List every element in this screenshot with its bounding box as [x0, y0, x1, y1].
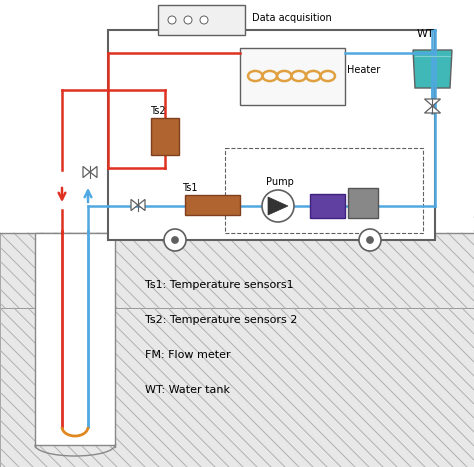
Bar — [35, 233, 115, 445]
Bar — [348, 188, 378, 218]
Circle shape — [184, 16, 192, 24]
Text: Data acquisition: Data acquisition — [252, 13, 332, 23]
Polygon shape — [138, 199, 145, 211]
Bar — [0, 308, 474, 467]
Polygon shape — [131, 199, 138, 211]
Text: WT: WT — [417, 29, 435, 39]
Text: Ts1: Temperature sensors1: Ts1: Temperature sensors1 — [145, 280, 293, 290]
Text: Pump: Pump — [266, 177, 294, 187]
Polygon shape — [425, 99, 440, 106]
Circle shape — [164, 229, 186, 251]
Circle shape — [262, 190, 294, 222]
Polygon shape — [425, 106, 440, 113]
Bar — [108, 30, 435, 240]
Bar — [158, 5, 245, 35]
Circle shape — [366, 236, 374, 243]
Text: Ts1: Ts1 — [182, 183, 198, 193]
Bar — [151, 118, 179, 155]
Text: Ts2: Temperature sensors 2: Ts2: Temperature sensors 2 — [145, 315, 297, 325]
Polygon shape — [413, 50, 452, 88]
Text: Heater: Heater — [347, 65, 380, 75]
Circle shape — [172, 236, 179, 243]
Text: WT: Water tank: WT: Water tank — [145, 385, 230, 395]
Circle shape — [359, 229, 381, 251]
Polygon shape — [83, 166, 90, 177]
Bar — [0, 233, 474, 308]
Bar — [225, 148, 423, 233]
Bar — [185, 195, 240, 215]
Polygon shape — [90, 166, 97, 177]
Text: FM: Flow meter: FM: Flow meter — [145, 350, 231, 360]
Bar — [310, 194, 345, 218]
Circle shape — [168, 16, 176, 24]
Polygon shape — [268, 197, 288, 215]
Circle shape — [200, 16, 208, 24]
Bar — [240, 48, 345, 105]
Text: Ts2: Ts2 — [150, 106, 165, 116]
